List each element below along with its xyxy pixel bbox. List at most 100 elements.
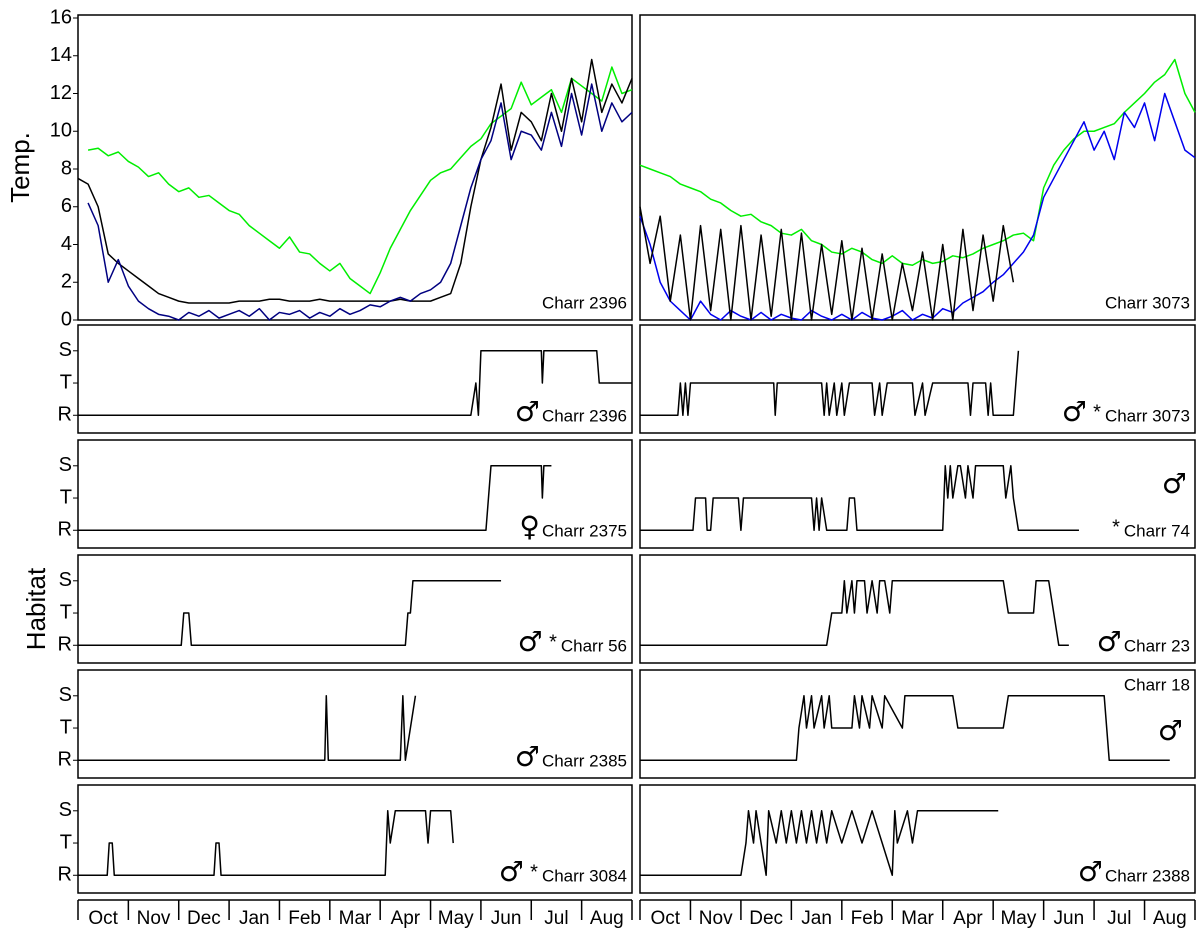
y-tick-label: S xyxy=(59,569,72,591)
x-tick-label: Dec xyxy=(187,908,221,929)
y-tick-label: 10 xyxy=(50,120,72,142)
x-tick-label: Jun xyxy=(491,908,522,929)
data-line xyxy=(78,695,417,762)
panel-frame xyxy=(639,784,1196,894)
panel-frame xyxy=(639,14,1196,321)
y-tick-label: S xyxy=(59,454,72,476)
panel-label: Charr 3073 xyxy=(1105,406,1190,425)
sex-symbol: ♂ xyxy=(1097,625,1122,658)
panel-label: Charr 18 xyxy=(1124,675,1190,694)
data-line xyxy=(78,350,632,417)
y-tick-label: R xyxy=(58,749,72,771)
x-tick-label: Jul xyxy=(1107,908,1131,929)
panel-frame xyxy=(639,669,1196,779)
sex-symbol: ♂ xyxy=(515,395,540,428)
data-line xyxy=(87,83,633,321)
y-tick-label: T xyxy=(60,716,72,738)
x-tick-label: Apr xyxy=(391,908,421,929)
data-line xyxy=(640,580,1069,647)
x-tick-label: Mar xyxy=(901,908,934,929)
panel-frame xyxy=(639,439,1196,549)
y-tick-label: T xyxy=(60,371,72,393)
panel-label: Charr 2388 xyxy=(1105,866,1190,885)
y-tick-label: 0 xyxy=(61,308,72,330)
y-tick-label: R xyxy=(58,864,72,886)
y-tick-label: R xyxy=(58,634,72,656)
x-tick-label: Dec xyxy=(749,908,783,929)
x-tick-label: Aug xyxy=(1153,908,1187,929)
y-axis-label: Habitat xyxy=(21,567,51,650)
panel-label: Charr 2396 xyxy=(542,406,627,425)
data-line xyxy=(78,810,454,877)
x-tick-label: May xyxy=(1000,908,1036,929)
data-line xyxy=(77,58,633,304)
panel-frame xyxy=(77,439,633,549)
y-axis-label: Temp. xyxy=(5,132,35,203)
panel-frame xyxy=(77,784,633,894)
data-line xyxy=(640,465,1079,532)
y-tick-label: 12 xyxy=(50,82,72,104)
x-tick-label: Feb xyxy=(851,908,884,929)
sex-symbol: ♂ xyxy=(1162,467,1187,500)
y-tick-label: 4 xyxy=(61,233,72,255)
panel-frame xyxy=(639,324,1196,434)
data-line xyxy=(640,695,1170,762)
x-tick-label: May xyxy=(438,908,474,929)
note-mark: * xyxy=(1093,401,1101,423)
y-tick-label: T xyxy=(60,831,72,853)
panel-frame xyxy=(77,324,633,434)
panel-label: Charr 2396 xyxy=(542,293,627,312)
panel-frame xyxy=(77,669,633,779)
y-tick-label: S xyxy=(59,799,72,821)
y-tick-label: 2 xyxy=(61,271,72,293)
y-tick-label: S xyxy=(59,684,72,706)
x-tick-label: Jul xyxy=(544,908,568,929)
x-tick-label: Aug xyxy=(590,908,624,929)
y-tick-label: R xyxy=(58,519,72,541)
x-tick-label: Apr xyxy=(953,908,983,929)
x-tick-label: Jun xyxy=(1054,908,1085,929)
y-tick-label: R xyxy=(58,404,72,426)
panel-frame xyxy=(77,554,633,664)
y-tick-label: 14 xyxy=(50,44,72,66)
y-tick-label: 8 xyxy=(61,157,72,179)
sex-symbol: ♂ xyxy=(518,625,543,658)
y-tick-label: 16 xyxy=(50,6,72,28)
y-tick-label: S xyxy=(59,339,72,361)
note-mark: * xyxy=(1112,516,1120,538)
data-line xyxy=(78,465,552,532)
y-tick-label: 6 xyxy=(61,195,72,217)
x-tick-label: Nov xyxy=(699,908,733,929)
sex-symbol: ♂ xyxy=(1062,395,1087,428)
sex-symbol: ♂ xyxy=(515,740,540,773)
panel-label: Charr 3084 xyxy=(542,866,627,885)
panel-label: Charr 3073 xyxy=(1105,293,1190,312)
data-line xyxy=(639,206,1015,321)
data-line xyxy=(639,58,1196,267)
data-line xyxy=(640,350,1020,417)
sex-symbol: ♂ xyxy=(499,855,524,888)
panel-frame xyxy=(77,14,633,321)
data-line xyxy=(87,66,633,295)
data-line xyxy=(639,92,1196,321)
panel-label: Charr 56 xyxy=(561,636,627,655)
panel-label: Charr 23 xyxy=(1124,636,1190,655)
panel-frame xyxy=(639,554,1196,664)
x-tick-label: Mar xyxy=(339,908,372,929)
sex-symbol: ♂ xyxy=(1078,855,1103,888)
data-line xyxy=(640,810,999,877)
panel-label: Charr 74 xyxy=(1124,521,1190,540)
x-tick-label: Jan xyxy=(801,908,832,929)
sex-symbol: ♀ xyxy=(519,510,540,543)
x-tick-label: Oct xyxy=(88,908,118,929)
x-tick-label: Jan xyxy=(239,908,270,929)
sex-symbol: ♂ xyxy=(1158,714,1183,747)
x-tick-label: Nov xyxy=(137,908,171,929)
x-tick-label: Feb xyxy=(288,908,321,929)
note-mark: * xyxy=(530,861,538,883)
y-tick-label: T xyxy=(60,601,72,623)
panel-label: Charr 2375 xyxy=(542,521,627,540)
note-mark: * xyxy=(549,631,557,653)
y-tick-label: T xyxy=(60,486,72,508)
